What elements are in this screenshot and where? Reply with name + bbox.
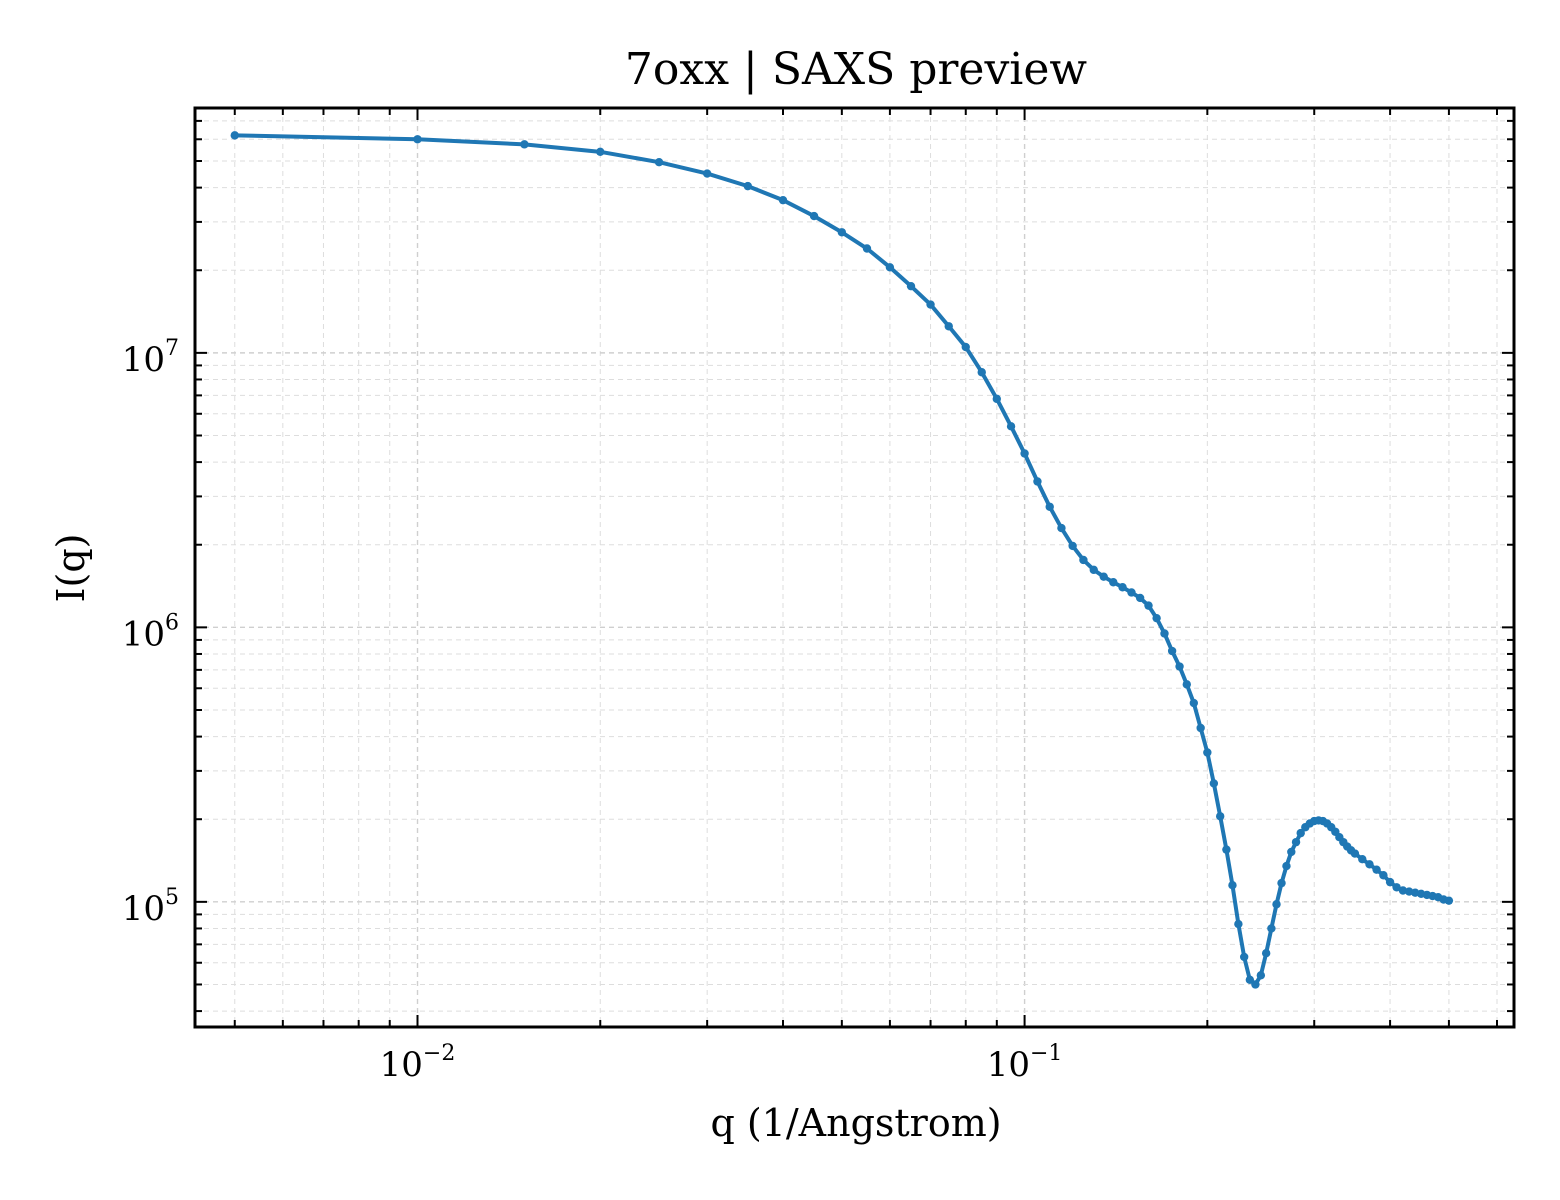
data-point xyxy=(1182,680,1191,689)
data-point xyxy=(1385,877,1395,887)
data-point xyxy=(1209,779,1219,788)
x-tick-label: 10−2 xyxy=(380,1041,456,1085)
data-point xyxy=(1291,837,1301,847)
data-point xyxy=(977,368,986,377)
data-point xyxy=(1068,541,1077,551)
data-point xyxy=(596,147,605,157)
data-point xyxy=(1144,601,1153,610)
data-point xyxy=(413,135,422,144)
data-point xyxy=(702,169,712,178)
data-point xyxy=(1379,871,1388,880)
data-point xyxy=(1267,924,1276,933)
data-point xyxy=(1277,878,1286,888)
data-point xyxy=(926,300,935,309)
data-point xyxy=(1350,849,1360,858)
data-point xyxy=(1245,975,1255,985)
data-point xyxy=(1228,880,1237,890)
chart-title: 7oxx | SAXS preview xyxy=(625,44,1087,95)
data-point xyxy=(1203,748,1212,757)
data-point xyxy=(944,322,953,331)
data-point xyxy=(1239,952,1249,962)
data-point xyxy=(1272,900,1281,909)
data-point xyxy=(1358,855,1367,864)
data-point xyxy=(809,211,819,221)
data-point xyxy=(1444,896,1454,905)
data-point xyxy=(1372,865,1381,874)
data-point xyxy=(1006,422,1016,431)
data-point xyxy=(1261,949,1271,958)
data-point xyxy=(654,158,664,167)
data-point xyxy=(520,140,529,149)
data-point xyxy=(230,131,239,140)
data-point xyxy=(1296,828,1305,838)
plot-frame xyxy=(193,106,1516,1029)
data-point xyxy=(906,281,916,291)
grid xyxy=(195,108,1514,1027)
x-tick-label: 10−1 xyxy=(987,1041,1063,1085)
data-point xyxy=(961,342,970,352)
y-tick-label: 105 xyxy=(122,885,179,929)
data-point xyxy=(1365,860,1374,869)
data-point xyxy=(1118,583,1127,592)
data-point xyxy=(1079,555,1088,565)
data-point xyxy=(1196,723,1205,733)
data-point xyxy=(1287,847,1296,857)
data-point xyxy=(1057,523,1066,533)
data-point xyxy=(992,394,1002,404)
data-point xyxy=(778,195,788,205)
data-point xyxy=(1135,593,1145,603)
y-tick-label: 107 xyxy=(122,336,179,380)
data-point xyxy=(1175,662,1184,671)
data-point xyxy=(1392,883,1401,892)
data-point xyxy=(743,181,753,191)
data-point xyxy=(1160,629,1169,638)
data-point xyxy=(1033,477,1042,486)
data-point xyxy=(1222,845,1231,854)
data-point xyxy=(1167,646,1177,656)
data-point xyxy=(862,244,872,253)
data-point xyxy=(1189,698,1199,708)
data-point xyxy=(1099,572,1108,581)
data-point xyxy=(1020,449,1029,458)
tick-labels: 10−2 10−1 105 106 107 xyxy=(122,336,1063,1085)
data-point xyxy=(1282,861,1291,871)
y-tick-label: 106 xyxy=(122,610,179,654)
data-point xyxy=(1398,886,1408,895)
y-axis-label: I(q) xyxy=(49,534,93,603)
x-axis-label: q (1/Angstrom) xyxy=(710,1101,1001,1145)
data-point xyxy=(1127,588,1136,597)
data-series xyxy=(230,131,1454,989)
data-point xyxy=(1089,565,1098,575)
data-point xyxy=(1109,578,1118,587)
data-point xyxy=(1234,919,1243,929)
data-point xyxy=(1251,980,1260,989)
data-point xyxy=(837,228,847,237)
data-point xyxy=(885,263,895,272)
data-point xyxy=(1152,613,1161,623)
data-point xyxy=(1045,502,1054,511)
data-point xyxy=(1256,971,1266,980)
data-point xyxy=(1215,812,1225,821)
